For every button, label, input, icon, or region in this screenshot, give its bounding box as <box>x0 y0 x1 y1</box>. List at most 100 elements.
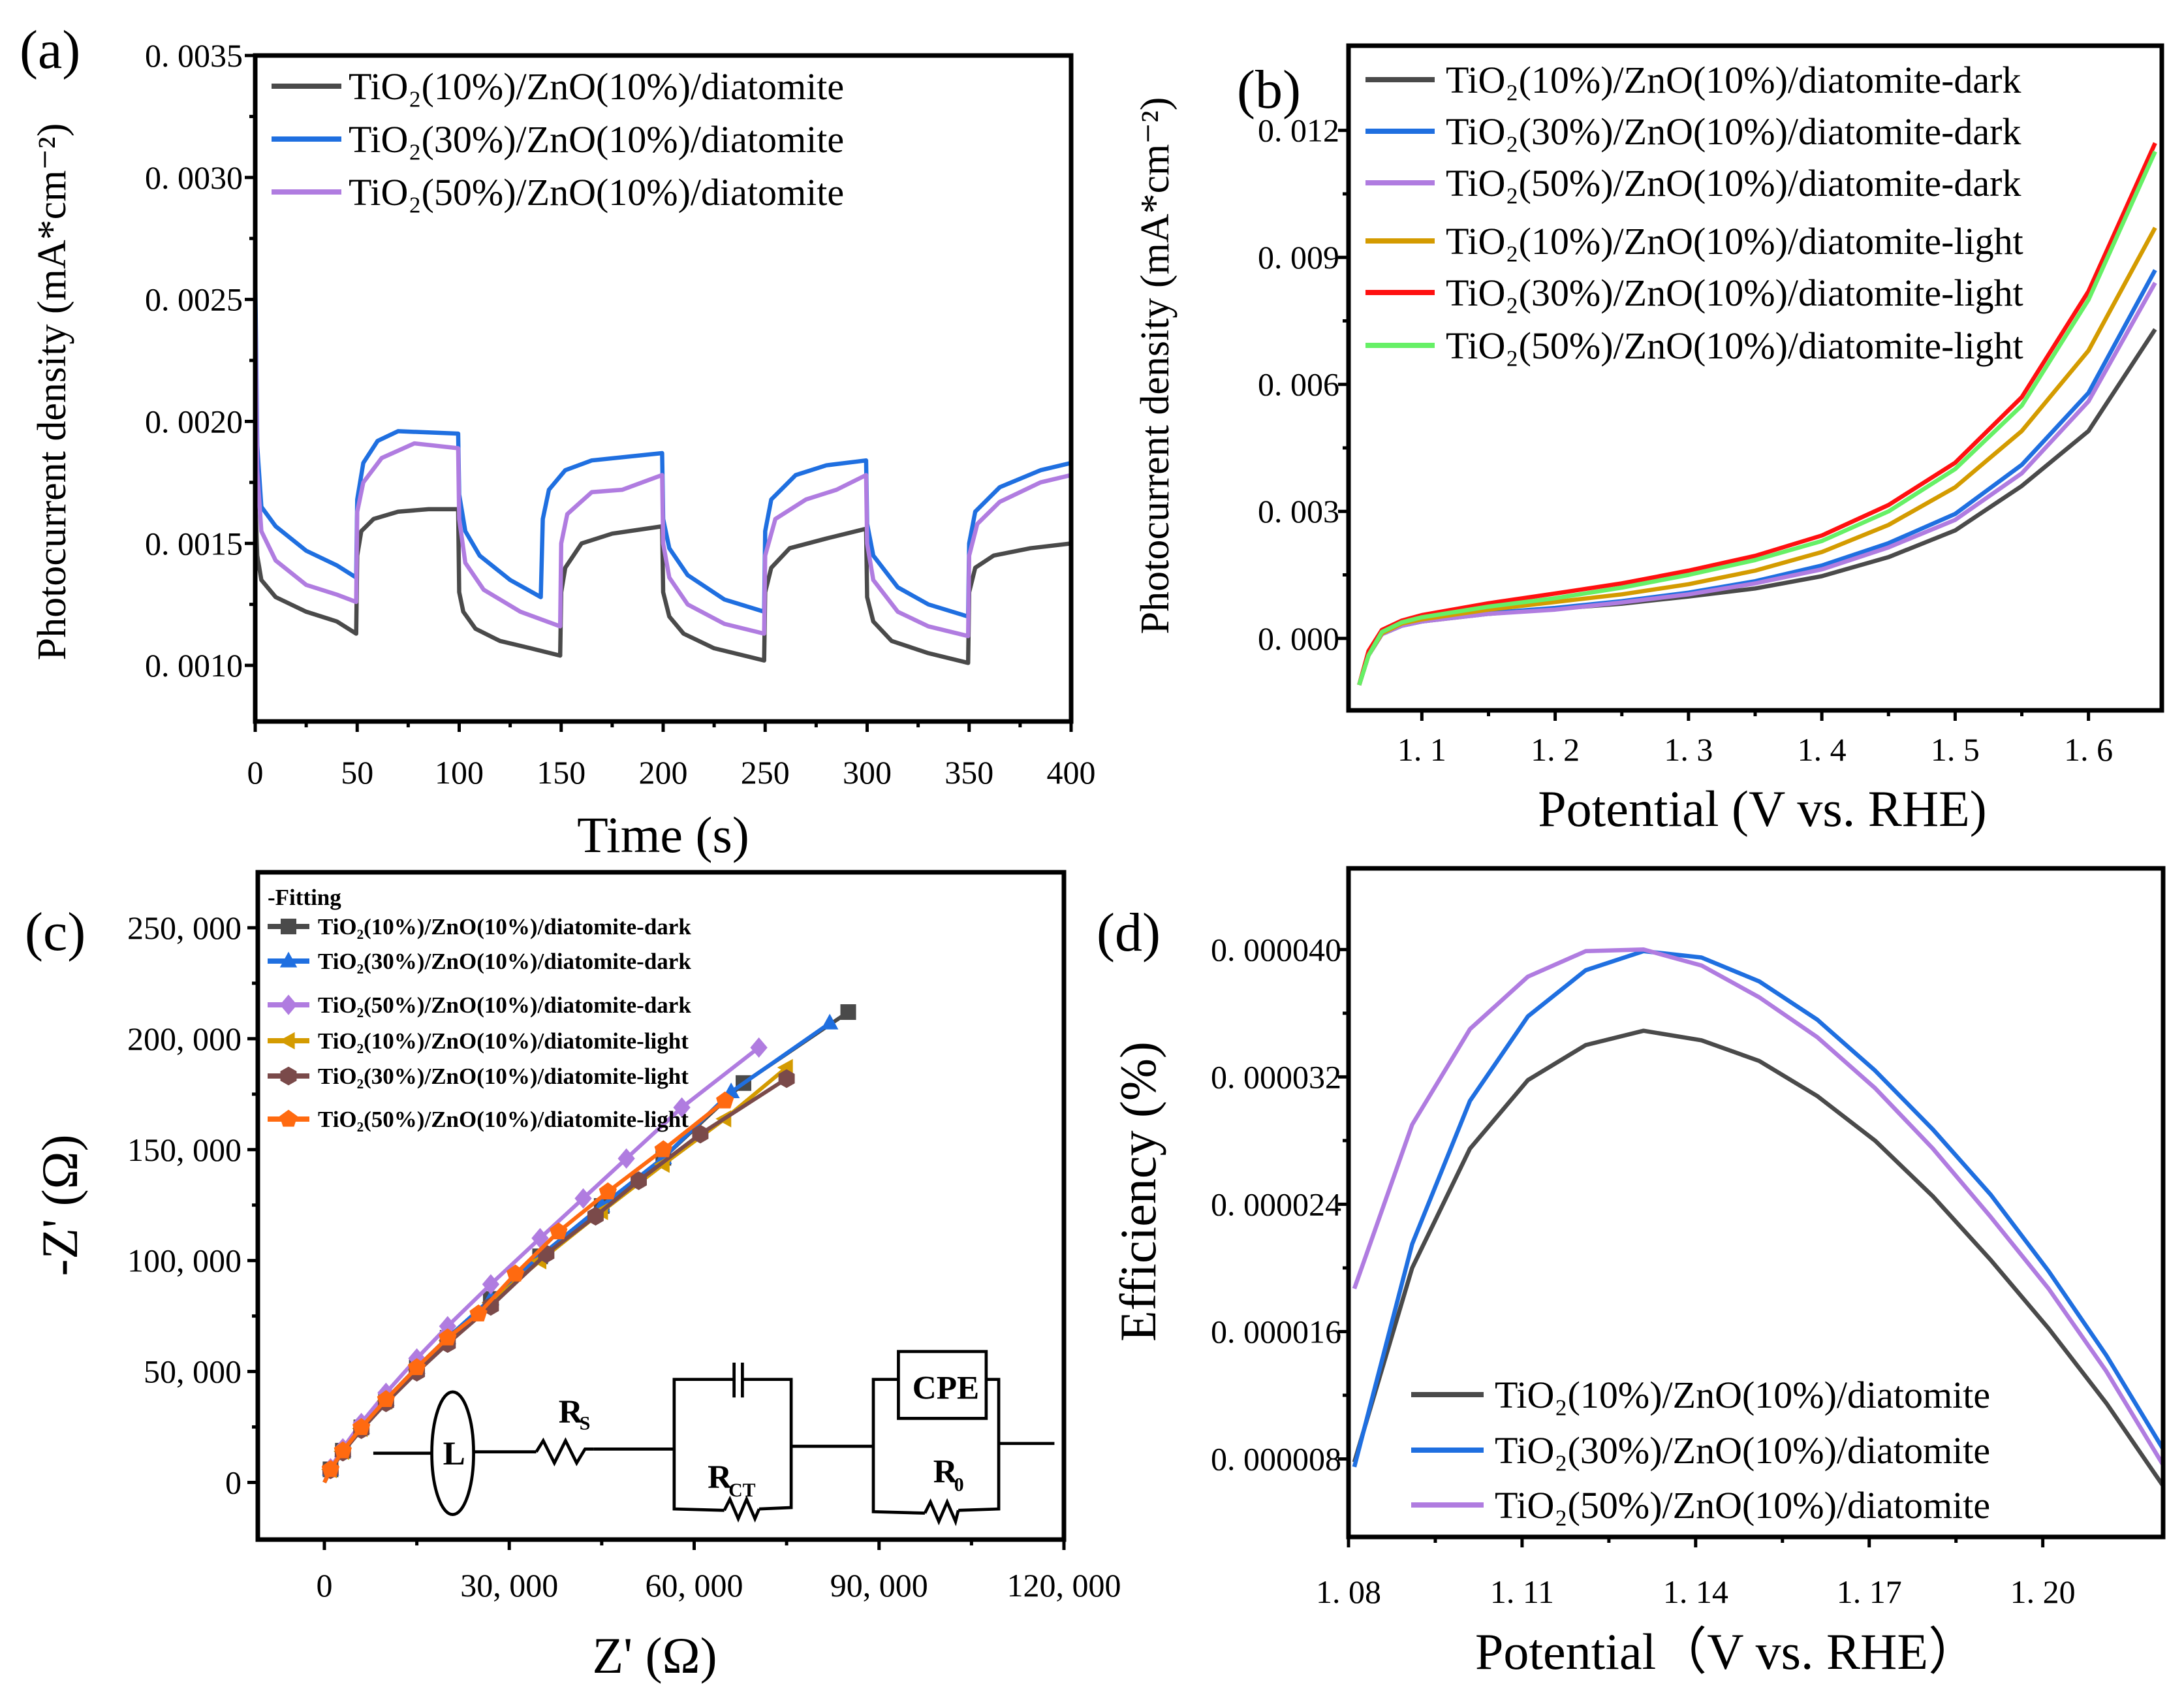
legend-marker-2 <box>279 951 298 968</box>
x-tick-label: 1. 2 <box>1531 731 1580 768</box>
data-point <box>587 1207 604 1226</box>
x-tick-label: 400 <box>1047 754 1096 791</box>
rs-subscript: S <box>580 1412 591 1434</box>
resistor-rct-symbol <box>723 1495 761 1523</box>
x-tick-label: 1. 14 <box>1663 1574 1728 1610</box>
x-tick-label: 1. 08 <box>1316 1574 1381 1610</box>
y-tick-label: 0. 0015 <box>145 525 243 562</box>
legend-label-2: TiO₂(30%)/ZnO(10%)/diatomite <box>349 118 844 161</box>
x-tick-label: 1. 11 <box>1490 1574 1554 1610</box>
legend-label-1: TiO₂(10%)/ZnO(10%)/diatomite <box>1495 1374 1990 1416</box>
x-tick-label: 30, 000 <box>460 1567 558 1604</box>
x-tick-label: 150 <box>537 754 585 791</box>
series-line-3 <box>1352 947 2163 1468</box>
cpe-symbol <box>897 1350 988 1420</box>
y-tick-label: 0. 0030 <box>145 159 243 196</box>
series-line-5 <box>322 1077 788 1483</box>
data-point <box>631 1171 647 1190</box>
x-tick-label: 120, 000 <box>1007 1567 1121 1604</box>
x-axis-title-c: Z' (Ω) <box>592 1627 717 1684</box>
plot-c: TiO₂(10%)/ZnO(10%)/diatomite-dark TiO₂(30… <box>127 870 1121 1604</box>
data-point <box>334 1441 352 1459</box>
panel-c: (c) Z' (Ω) -Z' (Ω) -Fitting <box>25 885 717 1684</box>
series-line-2 <box>1352 949 2163 1468</box>
resistor-r0-symbol <box>923 1498 960 1527</box>
y-tick-label: 0. 0035 <box>145 37 243 74</box>
data-point <box>506 1264 525 1282</box>
y-tick-label: 50, 000 <box>144 1353 242 1390</box>
legend-label-5: TiO₂(30%)/ZnO(10%)/diatomite-light <box>1446 272 2023 314</box>
data-point <box>469 1304 488 1321</box>
y-tick-label: 0. 012 <box>1258 112 1339 149</box>
y-tick-label: 0. 0010 <box>145 647 243 684</box>
data-point <box>778 1069 795 1088</box>
y-tick-label: 0. 000024 <box>1211 1186 1341 1222</box>
y-axis-title-d: Efficiency (%) <box>1110 1041 1166 1342</box>
panel-b: (b) Potential (V vs. RHE) Photocurrent d… <box>1133 59 1987 837</box>
series-group-d <box>1352 947 2163 1489</box>
legend-label-3: TiO₂(50%)/ZnO(10%)/diatomite <box>349 171 844 214</box>
legend-label-2: TiO₂(30%)/ZnO(10%)/diatomite <box>1495 1429 1990 1472</box>
equivalent-circuit-inset <box>373 1350 1055 1527</box>
r0-subscript: 0 <box>954 1474 964 1495</box>
data-point <box>574 1188 592 1209</box>
legend-marker-4 <box>279 1032 295 1050</box>
cpe-label: CPE <box>913 1370 979 1407</box>
series-line-1 <box>1352 1028 2163 1489</box>
data-point <box>821 1013 839 1030</box>
legend-label-4: TiO₂(10%)/ZnO(10%)/diatomite-light <box>1446 220 2023 262</box>
x-axis-title-b: Potential (V vs. RHE) <box>1538 780 1987 837</box>
y-tick-label: 0. 000040 <box>1211 931 1341 968</box>
data-point <box>673 1097 691 1118</box>
x-tick-label: 60, 000 <box>645 1567 743 1604</box>
x-axis-title-d: Potential（V vs. RHE） <box>1475 1623 1979 1680</box>
y-tick-label: 0. 003 <box>1258 493 1339 530</box>
plot-a: TiO₂(10%)/ZnO(10%)/diatomite TiO₂(30%)/Zn… <box>145 37 1096 791</box>
legend-label-3: TiO₂(50%)/ZnO(10%)/diatomite-dark <box>1446 162 2021 204</box>
x-tick-label: 50 <box>341 754 373 791</box>
legend-label-4: TiO₂(10%)/ZnO(10%)/diatomite-light <box>318 1028 689 1054</box>
x-tick-label: 1. 6 <box>2064 731 2113 768</box>
y-tick-label: 0 <box>225 1464 242 1500</box>
data-point <box>407 1358 426 1376</box>
data-point <box>377 1390 396 1408</box>
legend-label-6: TiO₂(50%)/ZnO(10%)/diatomite-light <box>1446 324 2023 367</box>
equivalent-circuit-labels: L R S R CT CPE R 0 <box>443 1370 980 1501</box>
inductor-label: L <box>443 1435 465 1472</box>
data-point <box>654 1140 672 1158</box>
panel-label-d: (d) <box>1097 902 1161 963</box>
x-tick-label: 300 <box>843 754 892 791</box>
y-axis-title-b: Photocurrent density (mA*cm⁻²) <box>1133 97 1178 635</box>
series-group-b <box>1357 142 2157 686</box>
data-point <box>599 1182 617 1199</box>
panel-a: (a) Time (s) Photocurrent density (mA*cm… <box>20 20 749 863</box>
series-line-6 <box>1357 150 2157 686</box>
legend-label-2: TiO₂(30%)/ZnO(10%)/diatomite-dark <box>318 949 691 974</box>
legend-marker-5 <box>280 1066 297 1086</box>
y-tick-label: 0. 009 <box>1258 239 1339 276</box>
legend-label-1: TiO₂(10%)/ZnO(10%)/diatomite-dark <box>318 914 691 940</box>
legend-label-3: TiO₂(50%)/ZnO(10%)/diatomite <box>1495 1484 1990 1527</box>
panel-d: (d) Potential（V vs. RHE） Efficiency (%) <box>1097 902 1979 1680</box>
data-point <box>692 1124 709 1144</box>
r0-label: R <box>933 1453 958 1491</box>
x-tick-label: 1. 17 <box>1837 1574 1902 1610</box>
y-tick-label: 100, 000 <box>127 1242 242 1279</box>
y-tick-label: 0. 0020 <box>145 403 243 439</box>
y-tick-label: 0. 000032 <box>1211 1058 1341 1095</box>
x-tick-label: 0 <box>247 754 264 791</box>
plot-d: TiO₂(10%)/ZnO(10%)/diatomite TiO₂(30%)/Zn… <box>1211 866 2166 1610</box>
data-point <box>439 1316 457 1337</box>
data-point <box>617 1148 635 1169</box>
legend-label-1: TiO₂(10%)/ZnO(10%)/diatomite-dark <box>1446 59 2021 101</box>
x-tick-label: 0 <box>316 1567 332 1604</box>
x-tick-label: 1. 4 <box>1798 731 1847 768</box>
data-point <box>439 1328 457 1346</box>
y-tick-label: 150, 000 <box>127 1131 242 1168</box>
legend-label-2: TiO₂(30%)/ZnO(10%)/diatomite-dark <box>1446 110 2021 153</box>
x-axis-title-a: Time (s) <box>577 806 749 863</box>
x-tick-label: 1. 5 <box>1931 731 1980 768</box>
x-tick-label: 1. 3 <box>1664 731 1713 768</box>
